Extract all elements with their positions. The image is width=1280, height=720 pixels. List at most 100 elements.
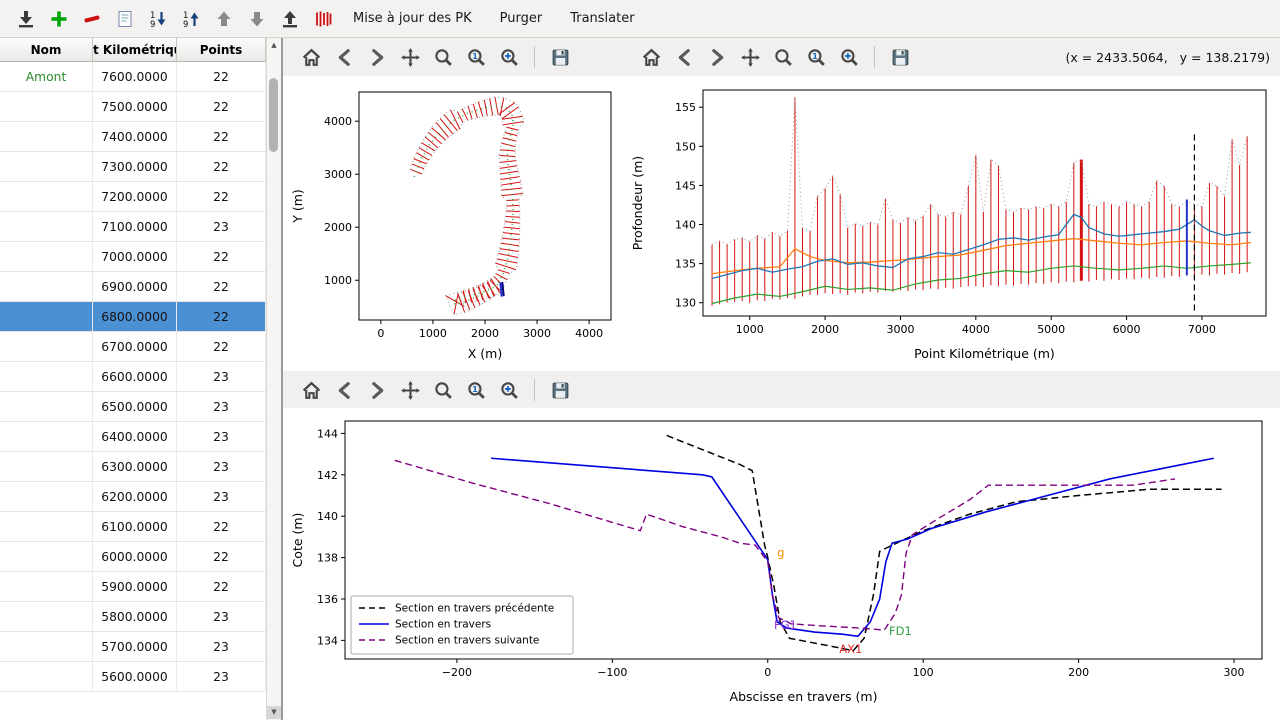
cell-pk[interactable]: 7400.0000: [93, 122, 177, 152]
cell-nom[interactable]: [0, 542, 93, 572]
cell-points[interactable]: 23: [177, 422, 266, 452]
cell-points[interactable]: 22: [177, 512, 266, 542]
cell-points[interactable]: 22: [177, 92, 266, 122]
home-icon[interactable]: [298, 44, 324, 70]
back-icon[interactable]: [331, 377, 357, 403]
cell-points[interactable]: 22: [177, 332, 266, 362]
cell-nom[interactable]: [0, 242, 93, 272]
translater-button[interactable]: Translater: [557, 4, 647, 34]
cell-pk[interactable]: 7200.0000: [93, 182, 177, 212]
cell-nom[interactable]: [0, 422, 93, 452]
save-icon[interactable]: [887, 44, 913, 70]
cell-pk[interactable]: 6700.0000: [93, 332, 177, 362]
table-row[interactable]: 5800.0000 23: [0, 602, 266, 632]
cell-nom[interactable]: [0, 632, 93, 662]
table-row[interactable]: 6200.0000 23: [0, 482, 266, 512]
move-up-icon[interactable]: [208, 4, 239, 34]
cell-pk[interactable]: 6400.0000: [93, 422, 177, 452]
cell-nom[interactable]: [0, 272, 93, 302]
cell-points[interactable]: 23: [177, 212, 266, 242]
zoom-one-icon[interactable]: 1: [803, 44, 829, 70]
table-row[interactable]: 6900.0000 22: [0, 272, 266, 302]
cell-nom[interactable]: [0, 122, 93, 152]
cell-points[interactable]: 22: [177, 302, 266, 332]
cell-pk[interactable]: 7600.0000: [93, 62, 177, 92]
zoom-icon[interactable]: [430, 44, 456, 70]
table-row[interactable]: 6100.0000 22: [0, 512, 266, 542]
cell-points[interactable]: 23: [177, 662, 266, 692]
forward-icon[interactable]: [364, 44, 390, 70]
scroll-down-icon[interactable]: ▼: [267, 706, 281, 719]
forward-icon[interactable]: [704, 44, 730, 70]
table-row[interactable]: 6000.0000 22: [0, 542, 266, 572]
purger-button[interactable]: Purger: [487, 4, 556, 34]
table-row[interactable]: 7300.0000 22: [0, 152, 266, 182]
cell-pk[interactable]: 7500.0000: [93, 92, 177, 122]
table-row[interactable]: 6600.0000 23: [0, 362, 266, 392]
cell-nom[interactable]: [0, 302, 93, 332]
cell-pk[interactable]: 6900.0000: [93, 272, 177, 302]
move-down-icon[interactable]: [241, 4, 272, 34]
cell-points[interactable]: 22: [177, 572, 266, 602]
zoom-select-icon[interactable]: [836, 44, 862, 70]
cell-points[interactable]: 23: [177, 602, 266, 632]
home-icon[interactable]: [638, 44, 664, 70]
zoom-one-icon[interactable]: 1: [463, 377, 489, 403]
cell-nom[interactable]: [0, 92, 93, 122]
table-row[interactable]: 6500.0000 23: [0, 392, 266, 422]
pan-icon[interactable]: [397, 377, 423, 403]
zoom-select-icon[interactable]: [496, 377, 522, 403]
table-row[interactable]: Amont 7600.0000 22: [0, 62, 266, 92]
table-row[interactable]: 7400.0000 22: [0, 122, 266, 152]
cell-nom[interactable]: [0, 152, 93, 182]
cell-pk[interactable]: 6100.0000: [93, 512, 177, 542]
cell-pk[interactable]: 7000.0000: [93, 242, 177, 272]
cell-pk[interactable]: 5800.0000: [93, 602, 177, 632]
cell-pk[interactable]: 6800.0000: [93, 302, 177, 332]
cell-points[interactable]: 22: [177, 62, 266, 92]
scrollbar-thumb[interactable]: [269, 78, 278, 152]
cell-nom[interactable]: [0, 572, 93, 602]
remove-icon[interactable]: [76, 4, 107, 34]
table-row[interactable]: 6700.0000 22: [0, 332, 266, 362]
cell-points[interactable]: 22: [177, 182, 266, 212]
cell-pk[interactable]: 6500.0000: [93, 392, 177, 422]
cell-nom[interactable]: [0, 332, 93, 362]
scroll-up-icon[interactable]: ▲: [271, 41, 277, 49]
cell-nom[interactable]: [0, 662, 93, 692]
longitudinal-profile-chart[interactable]: 1000 2000 3000 4000 5000 6000 7000 130 135 140 145…: [627, 78, 1278, 366]
column-header-points[interactable]: Points: [177, 38, 266, 62]
plan-view-chart[interactable]: 0 1000 2000 3000 4000 1000 2000 3000 4000 X (m) Y …: [287, 78, 625, 366]
table-row[interactable]: 7200.0000 22: [0, 182, 266, 212]
export-icon[interactable]: [274, 4, 305, 34]
cell-points[interactable]: 22: [177, 122, 266, 152]
cell-pk[interactable]: 7100.0000: [93, 212, 177, 242]
zoom-one-icon[interactable]: 1: [463, 44, 489, 70]
edit-icon[interactable]: [109, 4, 140, 34]
cell-nom[interactable]: [0, 362, 93, 392]
cell-pk[interactable]: 7300.0000: [93, 152, 177, 182]
cell-nom[interactable]: [0, 182, 93, 212]
cell-pk[interactable]: 6000.0000: [93, 542, 177, 572]
cell-points[interactable]: 22: [177, 272, 266, 302]
add-icon[interactable]: [43, 4, 74, 34]
update-pk-button[interactable]: Mise à jour des PK: [340, 4, 485, 34]
pan-icon[interactable]: [737, 44, 763, 70]
column-header-pk[interactable]: t Kilométrique: [93, 38, 177, 62]
cell-points[interactable]: 23: [177, 392, 266, 422]
table-row[interactable]: 5900.0000 22: [0, 572, 266, 602]
table-scrollbar[interactable]: ▲ ▼: [266, 38, 281, 720]
cell-points[interactable]: 23: [177, 452, 266, 482]
table-row[interactable]: 6800.0000 22: [0, 302, 266, 332]
cell-nom[interactable]: [0, 452, 93, 482]
cell-nom[interactable]: [0, 512, 93, 542]
sections-icon[interactable]: [307, 4, 338, 34]
import-icon[interactable]: [10, 4, 41, 34]
cell-points[interactable]: 22: [177, 152, 266, 182]
back-icon[interactable]: [331, 44, 357, 70]
cell-nom[interactable]: [0, 482, 93, 512]
zoom-icon[interactable]: [430, 377, 456, 403]
save-icon[interactable]: [547, 377, 573, 403]
